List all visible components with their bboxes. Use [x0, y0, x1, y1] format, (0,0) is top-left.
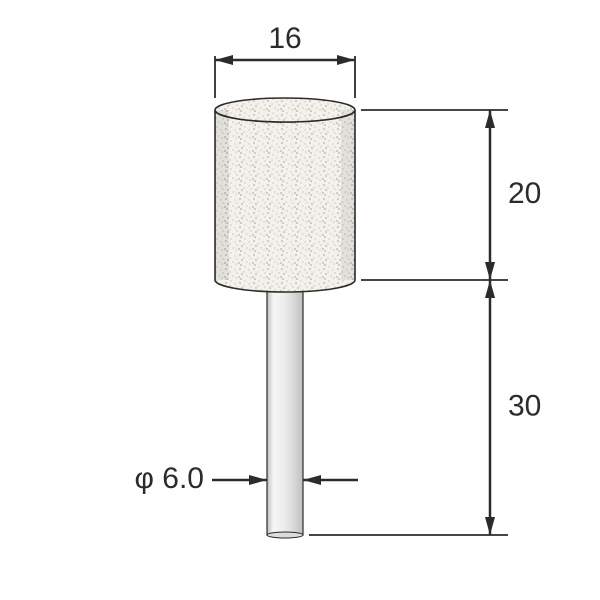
dim-head-height: 20 — [508, 177, 541, 210]
dim-shank-diameter: φ 6.0 — [135, 462, 205, 495]
shank — [267, 276, 303, 535]
dim-shank-length: 30 — [508, 389, 541, 422]
grinding-head — [215, 110, 355, 292]
grinding-bit — [215, 98, 355, 538]
dim-head-diameter: 16 — [268, 22, 301, 55]
grinding-head-top — [215, 98, 355, 122]
